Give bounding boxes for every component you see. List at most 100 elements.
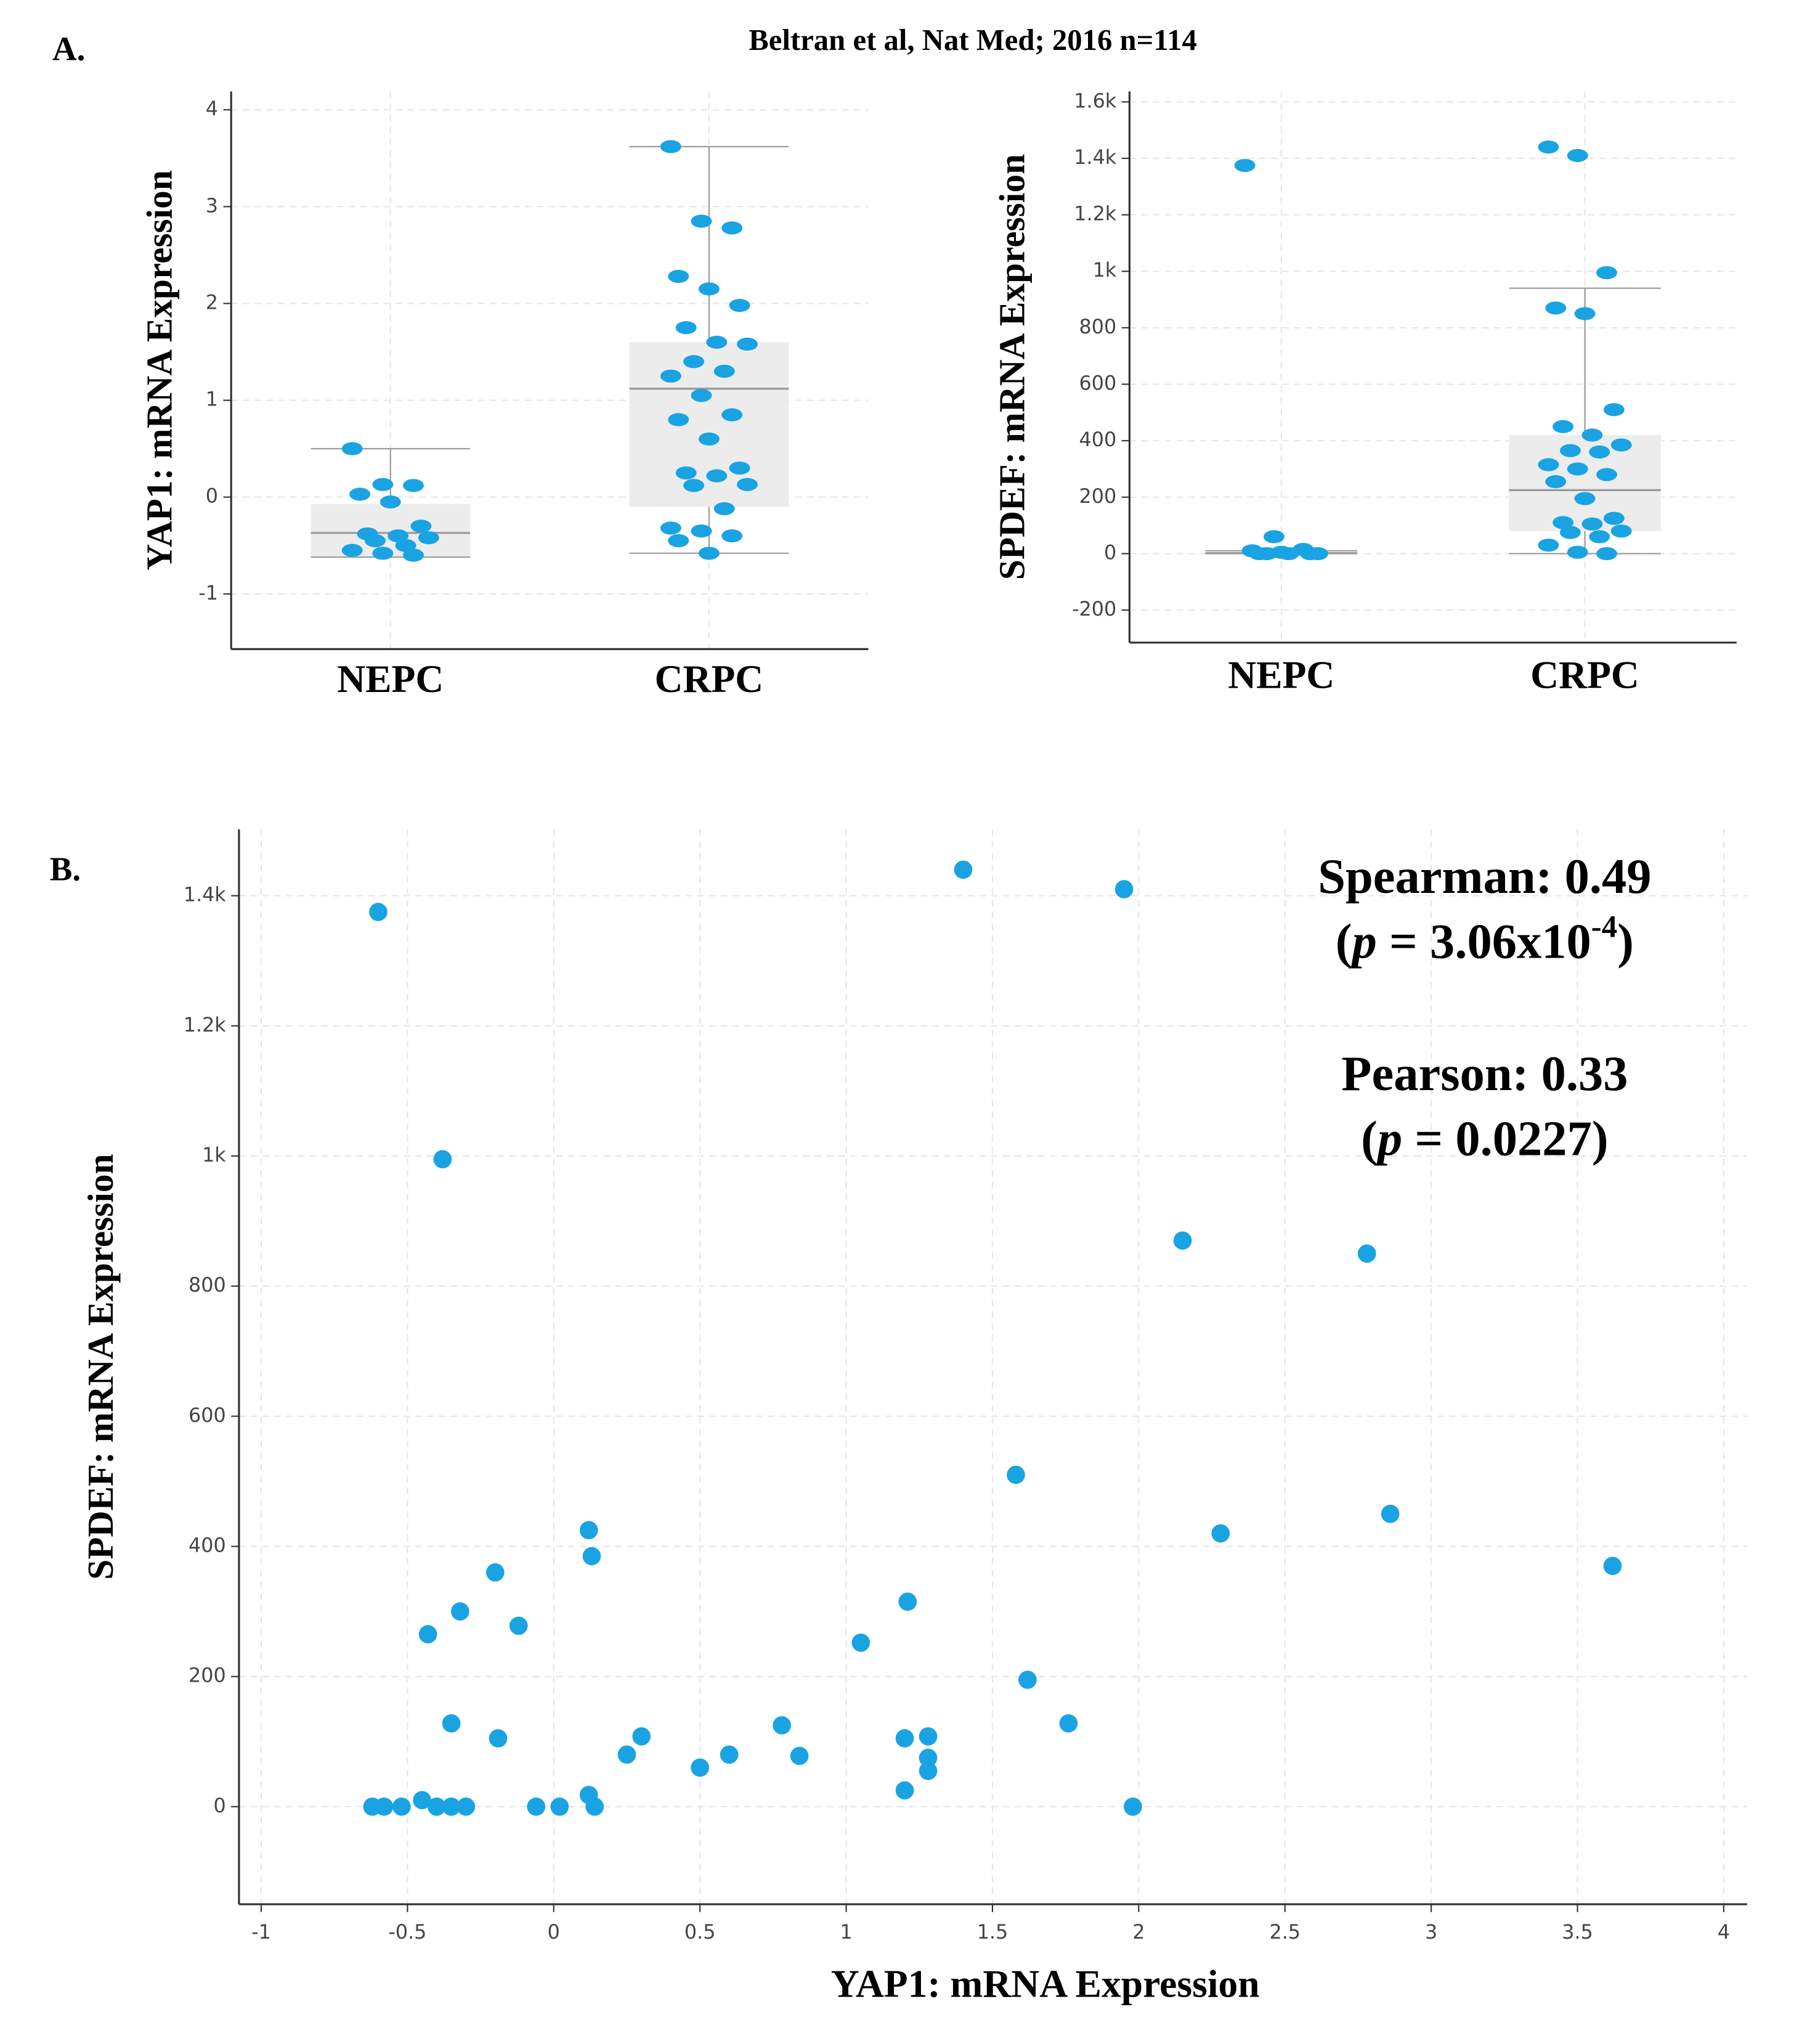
annotation: (p = 0.0227) — [1361, 1112, 1609, 1167]
y-tick-label: 1.4k — [184, 884, 227, 906]
x-tick-label: -1 — [251, 1921, 271, 1944]
data-point — [341, 442, 363, 455]
y-tick-label: 0 — [206, 485, 218, 508]
y-tick-label: 400 — [189, 1534, 226, 1557]
data-point — [1603, 403, 1625, 417]
x-tick-label: NEPC — [337, 657, 444, 701]
data-point — [1603, 511, 1625, 525]
data-point — [413, 1791, 431, 1810]
data-point — [379, 495, 401, 509]
data-point — [1603, 1557, 1622, 1575]
data-point — [1538, 539, 1559, 552]
annotation-part: -4 — [1591, 910, 1617, 944]
data-point — [1007, 1465, 1025, 1484]
annotation: Pearson: 0.33 — [1341, 1046, 1628, 1101]
x-tick-label: 0.5 — [684, 1921, 716, 1944]
data-point — [919, 1761, 938, 1780]
data-point — [428, 1797, 446, 1816]
data-point — [691, 1758, 710, 1777]
data-point — [721, 408, 743, 421]
panel-label: B. — [50, 850, 81, 887]
data-point — [698, 432, 720, 446]
data-point — [675, 466, 697, 480]
y-tick-label: 1k — [202, 1144, 226, 1167]
annotation-part: p — [1374, 1112, 1402, 1167]
data-point — [550, 1797, 569, 1816]
y-tick-label: 4 — [206, 97, 218, 120]
box — [629, 342, 789, 507]
data-point — [1264, 530, 1285, 544]
data-point — [1018, 1671, 1037, 1689]
box — [1509, 435, 1661, 531]
data-point — [895, 1729, 914, 1748]
data-point — [372, 547, 394, 560]
data-point — [582, 1547, 601, 1566]
data-point — [1538, 140, 1559, 154]
data-point — [1234, 158, 1256, 173]
data-point — [737, 478, 758, 491]
y-tick-label: -200 — [1072, 598, 1116, 621]
x-tick-label: CRPC — [1530, 653, 1639, 697]
data-point — [1589, 445, 1610, 459]
data-point — [372, 478, 394, 491]
data-point — [1610, 438, 1632, 452]
y-axis-label: YAP1: mRNA Expression — [139, 170, 180, 570]
data-point — [691, 214, 712, 228]
data-point — [660, 140, 681, 153]
data-point — [617, 1745, 636, 1764]
data-point — [691, 524, 712, 538]
x-tick-label: -0.5 — [388, 1921, 426, 1944]
data-point — [1059, 1714, 1078, 1733]
data-point — [1545, 475, 1567, 489]
x-tick-label: 3 — [1425, 1921, 1437, 1944]
y-tick-label: 2 — [206, 291, 218, 314]
data-point — [660, 521, 681, 535]
y-tick-label: 600 — [1079, 372, 1117, 395]
x-tick-label: CRPC — [655, 657, 764, 701]
data-point — [388, 529, 409, 543]
data-point — [1589, 530, 1610, 544]
data-point — [898, 1592, 917, 1611]
y-tick-label: 800 — [189, 1274, 226, 1297]
data-point — [1596, 547, 1618, 561]
y-tick-label: 3 — [206, 194, 218, 217]
data-point — [698, 282, 720, 296]
data-point — [341, 544, 363, 557]
annotation-part: = 3.06x10 — [1377, 914, 1591, 969]
y-tick-label: 1.6k — [1074, 89, 1117, 112]
x-tick-label: 3.5 — [1562, 1921, 1593, 1944]
data-point — [395, 539, 416, 552]
data-point — [1596, 266, 1618, 280]
data-point — [721, 529, 743, 543]
x-tick-label: 1 — [840, 1921, 852, 1944]
data-point — [585, 1797, 604, 1816]
data-point — [1357, 1244, 1376, 1263]
data-point — [1545, 301, 1567, 315]
y-tick-label: 200 — [1079, 485, 1117, 508]
data-point — [1567, 545, 1588, 559]
data-point — [1552, 420, 1574, 433]
data-point — [485, 1563, 505, 1582]
data-point — [919, 1727, 938, 1746]
y-tick-label: 1k — [1093, 259, 1117, 282]
panel-label: A. — [52, 30, 86, 67]
data-point — [433, 1150, 452, 1169]
data-point — [895, 1781, 914, 1800]
y-tick-label: 1 — [206, 388, 218, 411]
data-point — [527, 1797, 546, 1816]
y-axis-label: SPDEF: mRNA Expression — [80, 1154, 121, 1579]
data-point — [632, 1727, 651, 1746]
data-point — [660, 369, 681, 383]
data-point — [729, 461, 750, 475]
data-point — [418, 1625, 437, 1643]
data-point — [737, 337, 758, 351]
x-tick-label: 0 — [548, 1921, 560, 1944]
data-point — [1173, 1231, 1192, 1250]
y-tick-label: 1.4k — [1074, 146, 1117, 169]
x-tick-label: 2.5 — [1269, 1921, 1301, 1944]
data-point — [773, 1716, 791, 1735]
data-point — [1574, 492, 1596, 505]
x-tick-label: NEPC — [1228, 653, 1334, 697]
